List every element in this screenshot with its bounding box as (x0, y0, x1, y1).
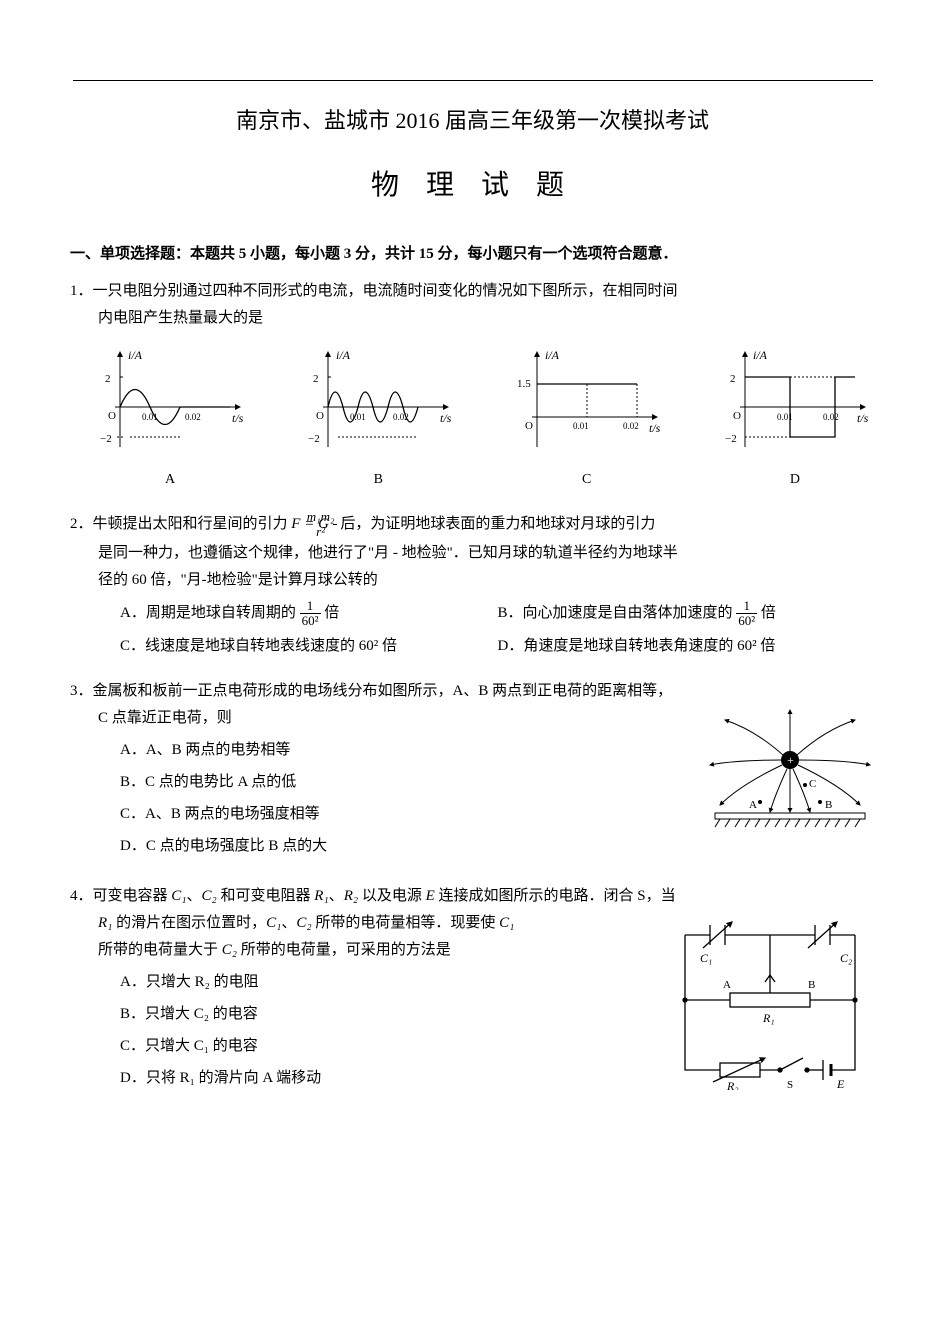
chart-C-xlabel: t/s (649, 421, 661, 435)
chart-B-ylabel: i/A (336, 348, 351, 362)
q2-line1: 2．牛顿提出太阳和行星间的引力 F = G m₁m₂r² 后，为证明地球表面的重… (70, 510, 875, 540)
q2-opt-B: B．向心加速度是自由落体加速度的 160² 倍 (498, 599, 876, 629)
chart-B-label: B (298, 467, 458, 492)
chart-A-xlabel: t/s (232, 411, 244, 425)
chart-B: i/A t/s 2 −2 O 0.01 0.02 B (298, 347, 458, 492)
q1-line2: 内电阻产生热量最大的是 (70, 305, 875, 332)
q4-label-C2: C₂ (840, 951, 852, 965)
q4-line2: R₁ 的滑片在图示位置时，C₁、C₂ 所带的电荷量相等．现要使 C₁ (70, 910, 655, 937)
svg-text:O: O (316, 410, 324, 422)
svg-text:2: 2 (313, 373, 319, 385)
q2-line3: 径的 60 倍，"月-地检验"是计算月球公转的 (70, 567, 875, 594)
q3-options: A．A、B 两点的电势相等 B．C 点的电势比 A 点的低 C．A、B 两点的电… (70, 737, 695, 860)
svg-text:0.02: 0.02 (823, 412, 839, 422)
q4-label-B: B (808, 979, 815, 991)
q4-num: 4． (70, 888, 93, 904)
svg-text:2: 2 (730, 373, 736, 385)
q2-line2: 是同一种力，也遵循这个规律，他进行了"月 - 地检验"．已知月球的轨道半径约为地… (70, 540, 875, 567)
q3-opt-B: B．C 点的电势比 A 点的低 (120, 769, 695, 796)
chart-C-ylabel: i/A (545, 348, 560, 362)
svg-text:0.02: 0.02 (393, 412, 409, 422)
svg-text:0.01: 0.01 (142, 412, 158, 422)
q1-charts: i/A t/s 2 −2 O 0.01 0.02 A (90, 347, 875, 492)
page-title: 南京市、盐城市 2016 届高三年级第一次模拟考试 (70, 101, 875, 141)
page-subtitle: 物 理 试 题 (70, 161, 875, 211)
q3-opt-D: D．C 点的电场强度比 B 点的大 (120, 833, 695, 860)
q3-figure-svg: + A B (705, 705, 875, 835)
q4-opt-B: B．只增大 C₂ 的电容 (120, 1001, 655, 1028)
q2-options: A．周期是地球自转周期的 160² 倍 B．向心加速度是自由落体加速度的 160… (70, 599, 875, 661)
top-rule (73, 80, 873, 81)
svg-text:2: 2 (105, 373, 111, 385)
q4-opt-D: D．只将 R₁ 的滑片向 A 端移动 (120, 1065, 655, 1092)
svg-text:+: + (787, 753, 794, 767)
chart-A-label: A (90, 467, 250, 492)
q3-opt-C: C．A、B 两点的电场强度相等 (120, 801, 695, 828)
q3-line1: 3．金属板和板前一正点电荷形成的电场线分布如图所示，A、B 两点到正电荷的距离相… (70, 678, 875, 705)
svg-text:0.01: 0.01 (350, 412, 366, 422)
q4-figure: C₁ C₂ A B R₁ R₂ S E (665, 910, 875, 1090)
q1-num: 1． (70, 283, 93, 299)
q2-opt-D: D．角速度是地球自转地表角速度的 60² 倍 (498, 633, 876, 660)
chart-D-svg: i/A t/s 2 −2 O 0.01 0.02 (715, 347, 875, 457)
q3-opt-A: A．A、B 两点的电势相等 (120, 737, 695, 764)
q2-t1a: 牛顿提出太阳和行星间的引力 (93, 516, 292, 532)
chart-D-ylabel: i/A (753, 348, 768, 362)
chart-D-label: D (715, 467, 875, 492)
chart-A-svg: i/A t/s 2 −2 O 0.01 0.02 (90, 347, 250, 457)
chart-A-ylabel: i/A (128, 348, 143, 362)
question-3: 3．金属板和板前一正点电荷形成的电场线分布如图所示，A、B 两点到正电荷的距离相… (70, 678, 875, 865)
svg-text:−2: −2 (308, 433, 320, 445)
q4-figure-svg: C₁ C₂ A B R₁ R₂ S E (665, 910, 875, 1090)
q4-label-A: A (723, 979, 731, 991)
q4-label-S: S (787, 1079, 793, 1090)
q2-t1b: 后，为证明地球表面的重力和地球对月球的引力 (337, 516, 656, 532)
chart-C-label: C (507, 467, 667, 492)
q4-opt-A: A．只增大 R₂ 的电阻 (120, 969, 655, 996)
q3-label-A: A (749, 799, 757, 811)
q4-options: A．只增大 R₂ 的电阻 B．只增大 C₂ 的电容 C．只增大 C₁ 的电容 D… (70, 969, 655, 1092)
svg-text:−2: −2 (100, 433, 112, 445)
q4-line3: 所带的电荷量大于 C₂ 所带的电荷量，可采用的方法是 (70, 937, 655, 964)
q4-label-E: E (836, 1077, 845, 1090)
question-2: 2．牛顿提出太阳和行星间的引力 F = G m₁m₂r² 后，为证明地球表面的重… (70, 510, 875, 660)
q3-t1: 金属板和板前一正点电荷形成的电场线分布如图所示，A、B 两点到正电荷的距离相等， (93, 683, 673, 699)
q3-label-C: C (809, 778, 816, 790)
chart-B-xlabel: t/s (440, 411, 452, 425)
svg-text:−2: −2 (725, 433, 737, 445)
svg-text:O: O (733, 410, 741, 422)
q4-label-R1: R₁ (762, 1011, 775, 1025)
q4-opt-C: C．只增大 C₁ 的电容 (120, 1033, 655, 1060)
q3-line2: C 点靠近正电荷，则 (70, 705, 695, 732)
q3-num: 3． (70, 683, 93, 699)
section-1-header: 一、单项选择题：本题共 5 小题，每小题 3 分，共计 15 分，每小题只有一个… (70, 241, 875, 268)
chart-D-xlabel: t/s (857, 411, 869, 425)
chart-D: i/A t/s 2 −2 O 0.01 0.02 D (715, 347, 875, 492)
q2-opt-C: C．线速度是地球自转地表线速度的 60² 倍 (120, 633, 498, 660)
chart-C-svg: i/A t/s 1.5 O 0.01 0.02 (507, 347, 667, 457)
q1-text1: 一只电阻分别通过四种不同形式的电流，电流随时间变化的情况如下图所示，在相同时间 (93, 283, 678, 299)
svg-text:O: O (108, 410, 116, 422)
chart-C: i/A t/s 1.5 O 0.01 0.02 C (507, 347, 667, 492)
q3-figure: + A B (705, 705, 875, 835)
q4-label-C1: C₁ (700, 951, 712, 965)
q3-label-B: B (825, 799, 832, 811)
q2-num: 2． (70, 516, 93, 532)
question-4: 4．可变电容器 C₁、C₂ 和可变电阻器 R₁、R₂ 以及电源 E 连接成如图所… (70, 883, 875, 1097)
svg-text:O: O (525, 420, 533, 432)
q4-label-R2: R₂ (726, 1079, 739, 1090)
svg-text:0.01: 0.01 (573, 421, 589, 431)
q2-opt-A: A．周期是地球自转周期的 160² 倍 (120, 599, 498, 629)
svg-text:0.01: 0.01 (777, 412, 793, 422)
question-1: 1．一只电阻分别通过四种不同形式的电流，电流随时间变化的情况如下图所示，在相同时… (70, 278, 875, 492)
q4-line1: 4．可变电容器 C₁、C₂ 和可变电阻器 R₁、R₂ 以及电源 E 连接成如图所… (70, 883, 875, 910)
chart-B-svg: i/A t/s 2 −2 O 0.01 0.02 (298, 347, 458, 457)
svg-text:1.5: 1.5 (517, 378, 531, 390)
chart-A: i/A t/s 2 −2 O 0.01 0.02 A (90, 347, 250, 492)
svg-text:0.02: 0.02 (623, 421, 639, 431)
q1-line1: 1．一只电阻分别通过四种不同形式的电流，电流随时间变化的情况如下图所示，在相同时… (70, 278, 875, 305)
svg-text:0.02: 0.02 (185, 412, 201, 422)
